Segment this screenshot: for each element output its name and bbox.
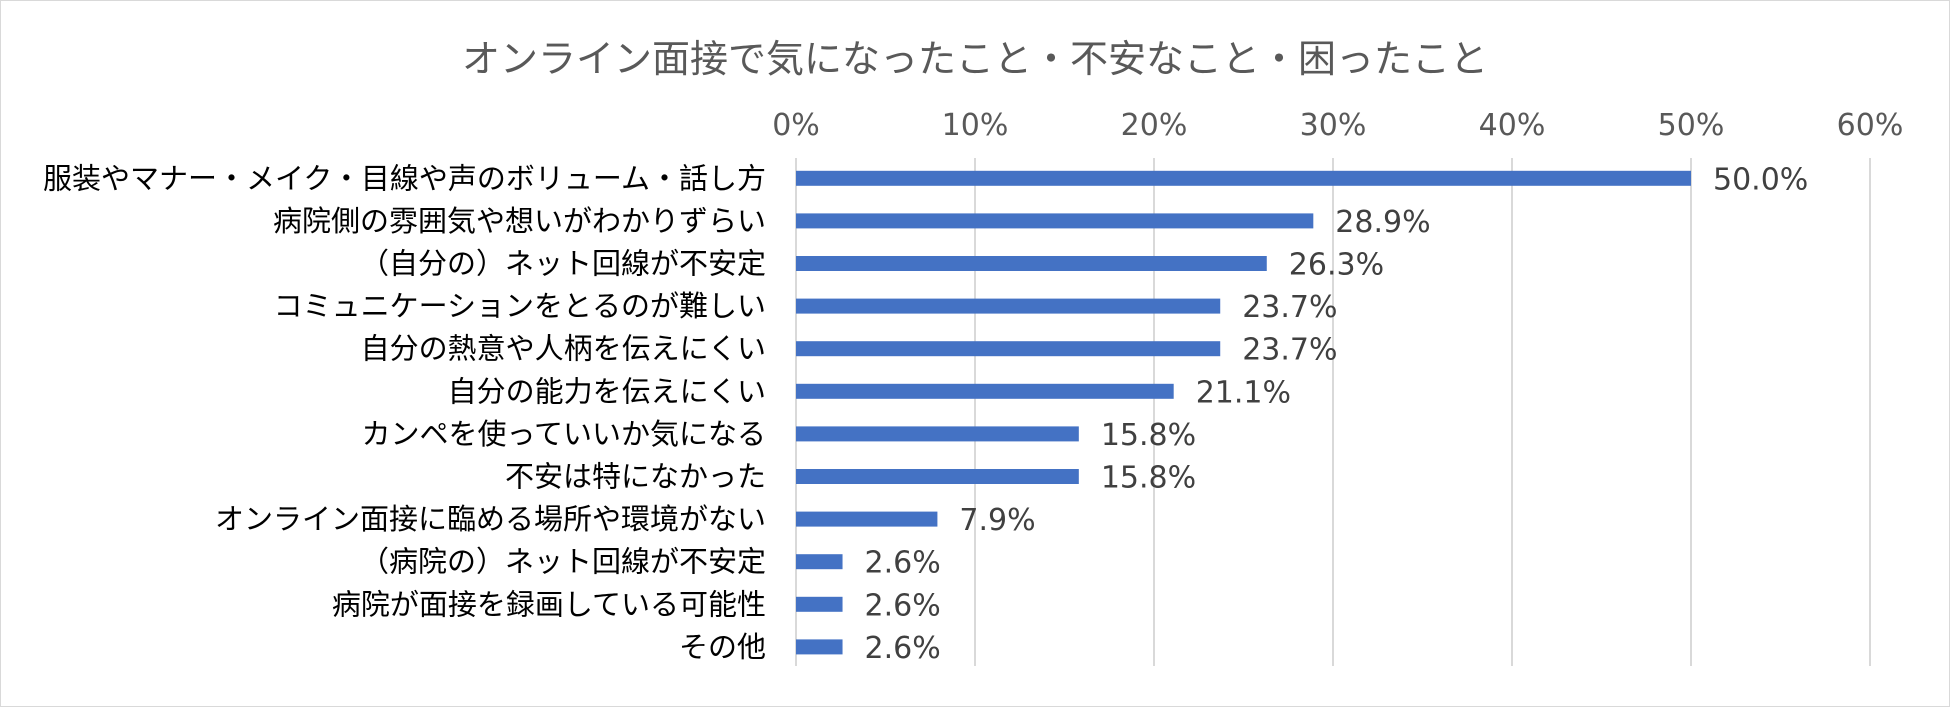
data-label: 2.6% — [865, 631, 941, 666]
bar — [796, 511, 938, 527]
chart-title: オンライン面接で気になったこと・不安なこと・困ったこと — [461, 37, 1488, 81]
bar — [796, 341, 1221, 357]
data-label: 15.8% — [1101, 418, 1196, 453]
category-labels: 服装やマナー・メイク・目線や声のボリューム・話し方病院側の雰囲気や想いがわかりず… — [43, 161, 766, 664]
data-label: 28.9% — [1335, 205, 1430, 240]
category-label: 病院が面接を録画している可能性 — [332, 587, 766, 621]
bar — [796, 213, 1314, 229]
x-tick-label: 60% — [1837, 108, 1904, 143]
category-label: 不安は特になかった — [505, 460, 766, 494]
data-label: 23.7% — [1242, 333, 1337, 368]
category-label: オンライン面接に臨める場所や環境がない — [215, 502, 766, 536]
x-tick-label: 40% — [1479, 108, 1546, 143]
x-tick-labels: 0% 10% 20% 30% 40% 50% 60% — [772, 108, 1903, 143]
x-tick-label: 50% — [1658, 108, 1725, 143]
bars — [796, 170, 1691, 655]
data-label: 7.9% — [959, 503, 1035, 538]
category-label: コミュニケーションをとるのが難しい — [274, 289, 766, 323]
data-label: 21.1% — [1196, 375, 1291, 410]
bar — [796, 256, 1267, 271]
category-label: カンペを使っていいか気になる — [361, 417, 766, 451]
category-label: その他 — [679, 630, 766, 664]
x-tick-label: 30% — [1300, 108, 1367, 143]
data-label: 26.3% — [1289, 248, 1384, 283]
category-label: 病院側の雰囲気や想いがわかりずらい — [273, 204, 766, 238]
bar — [796, 554, 843, 570]
data-label: 15.8% — [1101, 461, 1196, 496]
x-tick-label: 20% — [1121, 108, 1188, 143]
bar — [796, 639, 843, 655]
x-tick-label: 10% — [942, 108, 1009, 143]
category-label: 自分の熱意や人柄を伝えにくい — [361, 332, 766, 366]
category-label: （病院の）ネット回線が不安定 — [360, 545, 766, 579]
data-label: 2.6% — [865, 546, 941, 581]
bar — [796, 383, 1174, 399]
x-tick-label: 0% — [772, 108, 820, 143]
data-label: 23.7% — [1242, 290, 1337, 325]
bar — [796, 298, 1221, 314]
data-label: 50.0% — [1713, 162, 1808, 197]
category-label: （自分の）ネット回線が不安定 — [360, 247, 766, 281]
gridlines — [795, 158, 1871, 666]
bar — [796, 170, 1691, 186]
category-label: 自分の能力を伝えにくい — [448, 374, 766, 408]
category-label: 服装やマナー・メイク・目線や声のボリューム・話し方 — [43, 161, 766, 195]
bar — [796, 426, 1079, 442]
data-label: 2.6% — [865, 588, 941, 623]
bar — [796, 596, 843, 612]
data-labels: 50.0%28.9%26.3%23.7%23.7%21.1%15.8%15.8%… — [865, 162, 1809, 666]
bar — [796, 469, 1079, 484]
